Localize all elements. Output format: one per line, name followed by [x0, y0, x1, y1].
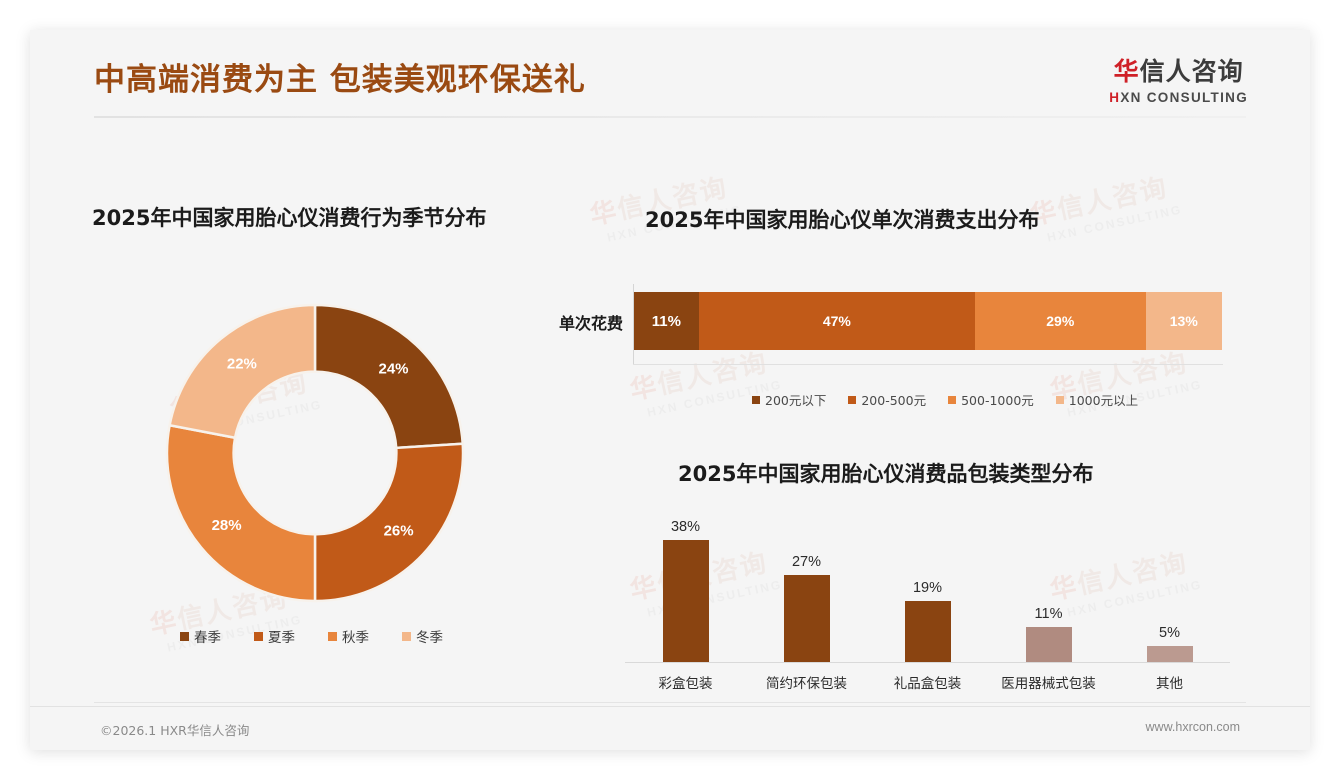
- donut-slice: [313, 303, 465, 450]
- page-title: 中高端消费为主 包装美观环保送礼: [94, 62, 586, 98]
- bar-category-label: 其他: [1156, 676, 1183, 692]
- donut-slice: [165, 423, 317, 603]
- bar-category-label: 礼品盒包装: [893, 676, 962, 692]
- bar-rect: [1146, 645, 1193, 662]
- legend-label: 春季: [194, 630, 221, 646]
- slide-footer: ©2026.1 HXR华信人咨询 www.hxrcon.com: [30, 706, 1310, 750]
- copyright-text: ©2026.1 HXR华信人咨询: [100, 723, 250, 738]
- legend-swatch-icon: [328, 631, 337, 641]
- legend-item[interactable]: 夏季: [254, 626, 295, 646]
- donut-slice-label: 28%: [212, 517, 242, 534]
- legend-item[interactable]: 秋季: [328, 626, 369, 646]
- donut-slice-label: 24%: [379, 360, 409, 377]
- stacked-bar-segment: 11%: [634, 292, 699, 350]
- bar-category-label: 医用器械式包装: [1001, 676, 1096, 692]
- legend-item[interactable]: 200-500元: [848, 390, 926, 409]
- stacked-bar-segment: 47%: [698, 292, 976, 350]
- legend-swatch-icon: [752, 395, 760, 404]
- legend-item[interactable]: 1000元以上: [1055, 390, 1139, 409]
- header-divider: [94, 116, 1246, 118]
- legend-label: 500-1000元: [961, 393, 1034, 408]
- bar-rect: [662, 539, 709, 662]
- spend-baseline: [633, 364, 1223, 365]
- donut-slice-label: 22%: [227, 356, 257, 373]
- legend-swatch-icon: [948, 395, 957, 404]
- donut-slice: [313, 442, 465, 603]
- legend-label: 秋季: [342, 630, 369, 646]
- donut-chart-title: 2025年中国家用胎心仪消费行为季节分布: [92, 206, 487, 230]
- season-donut-chart: 24% 26% 28% 22%: [140, 285, 490, 625]
- legend-label: 冬季: [416, 630, 443, 646]
- bar-value-label: 38%: [670, 518, 701, 535]
- bar-rect: [904, 600, 951, 662]
- bar-category-label: 彩盒包装: [658, 676, 713, 692]
- donut-svg: 24% 26% 28% 22%: [165, 303, 465, 603]
- bar-rect: [1025, 626, 1072, 662]
- logo-english: HXN CONSULTING: [1109, 90, 1248, 105]
- legend-item[interactable]: 500-1000元: [948, 390, 1034, 409]
- donut-value-labels: 24% 26% 28% 22%: [212, 356, 414, 540]
- legend-swatch-icon: [1055, 395, 1064, 404]
- packaging-bar-chart: 38% 27% 19% 11% 5% 彩盒包装 简约环保包装 礼品盒包装 医用器械式包装 其他: [605, 500, 1245, 700]
- legend-label: 夏季: [268, 630, 295, 646]
- spend-category-label: 单次花费: [558, 314, 623, 333]
- bar-category-label: 简约环保包装: [766, 676, 847, 692]
- bar-column: 38%: [625, 510, 746, 662]
- bar-value-label: 11%: [1034, 605, 1063, 622]
- legend-swatch-icon: [180, 631, 189, 641]
- legend-swatch-icon: [254, 631, 263, 641]
- packaging-chart-title: 2025年中国家用胎心仪消费品包装类型分布: [678, 462, 1094, 486]
- bar-column: 5%: [1109, 510, 1230, 662]
- legend-item[interactable]: 冬季: [402, 626, 443, 646]
- legend-label: 200-500元: [861, 393, 927, 408]
- spend-legend: 200元以下 200-500元 500-1000元 1000元以上: [752, 390, 1138, 409]
- bar-value-label: 27%: [791, 554, 822, 571]
- bar-rect: [783, 575, 830, 662]
- legend-item[interactable]: 春季: [180, 626, 221, 646]
- logo-h-char: H: [1109, 90, 1121, 105]
- legend-item[interactable]: 200元以下: [752, 390, 826, 409]
- website-text: www.hxrcon.com: [1145, 720, 1240, 734]
- legend-swatch-icon: [848, 395, 857, 404]
- bar-value-label: 5%: [1159, 624, 1180, 641]
- season-legend: 春季 夏季 秋季 冬季: [180, 626, 443, 646]
- logo-hua-char: 华: [1113, 57, 1140, 86]
- donut-slice-label: 26%: [384, 522, 414, 539]
- bar-column: 27%: [746, 510, 867, 662]
- footnote-divider: [94, 702, 1246, 703]
- logo-chinese-rest: 信人咨询: [1139, 57, 1244, 86]
- spend-axis-line: [633, 284, 634, 364]
- stacked-bar-segment: 13%: [1145, 292, 1222, 350]
- bar-value-label: 19%: [912, 579, 943, 596]
- donut-slice: [168, 303, 317, 440]
- stacked-bar-segment: 29%: [975, 292, 1146, 350]
- bar-column: 19%: [867, 510, 988, 662]
- logo-chinese: 华信人咨询: [1109, 52, 1248, 88]
- legend-label: 1000元以上: [1068, 393, 1139, 408]
- spend-stacked-bar-chart: 单次花费 11% 47% 29% 13%: [535, 284, 1235, 377]
- slide-header: 中高端消费为主 包装美观环保送礼 华信人咨询 HXN CONSULTING: [30, 30, 1310, 122]
- logo-english-rest: XN CONSULTING: [1120, 90, 1248, 105]
- bar-column: 11%: [988, 510, 1109, 662]
- brand-logo: 华信人咨询 HXN CONSULTING: [1109, 52, 1248, 105]
- packaging-category-labels: 彩盒包装 简约环保包装 礼品盒包装 医用器械式包装 其他: [625, 672, 1230, 692]
- spend-chart-title: 2025年中国家用胎心仪单次消费支出分布: [645, 208, 1040, 232]
- spend-bar: 11% 47% 29% 13%: [634, 292, 1222, 350]
- legend-swatch-icon: [402, 631, 411, 641]
- legend-label: 200元以下: [765, 393, 827, 408]
- packaging-bars: 38% 27% 19% 11% 5%: [625, 510, 1230, 662]
- donut-slices: [165, 303, 465, 603]
- packaging-axis-line: [625, 662, 1230, 663]
